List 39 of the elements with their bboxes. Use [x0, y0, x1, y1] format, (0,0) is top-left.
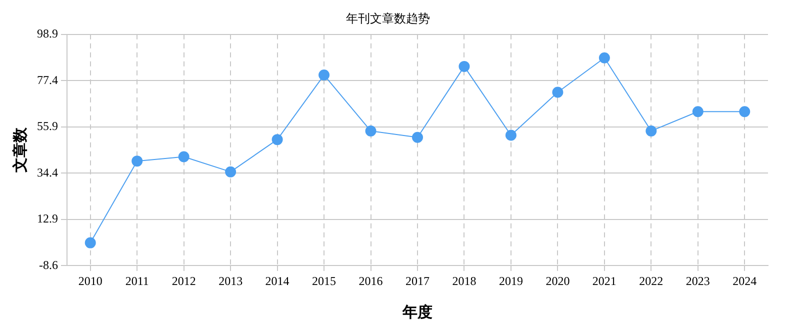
y-axis-title: 文章数: [10, 126, 29, 174]
point: [84, 237, 96, 248]
x-axis-title: 年度: [402, 302, 432, 321]
y-tick-label: 34.4: [37, 165, 58, 180]
point: [646, 125, 657, 136]
x-tick-label: 2023: [686, 274, 710, 288]
chart-title: 年刊文章数趋势: [346, 11, 430, 26]
x-tick-label: 2015: [312, 274, 336, 288]
point: [132, 156, 143, 167]
x-tick-label: 2010: [78, 274, 102, 288]
point: [225, 166, 236, 178]
point: [178, 151, 190, 162]
x-tick-label: 2016: [358, 274, 383, 288]
x-tick-label: 2013: [218, 274, 243, 288]
point: [458, 60, 470, 72]
point: [598, 52, 610, 64]
point: [412, 132, 423, 143]
x-tick-label: 2020: [546, 274, 570, 288]
x-tick-label: 2021: [592, 274, 616, 288]
x-tick-label: 2018: [452, 274, 476, 288]
x-tick-label: 2017: [406, 274, 430, 288]
x-tick-label: 2014: [265, 274, 290, 288]
y-tick-label: 98.9: [37, 26, 58, 41]
x-tick-label: 2012: [172, 274, 196, 288]
point: [505, 130, 516, 141]
point: [318, 70, 330, 81]
y-tick-label: 12.9: [37, 212, 58, 226]
y-tick-label: 55.9: [37, 119, 58, 134]
point: [272, 134, 283, 146]
y-tick-label: -8.6: [39, 258, 58, 272]
point: [692, 106, 704, 118]
point: [739, 106, 750, 118]
x-tick-label: 2022: [639, 274, 664, 288]
x-tick-label: 2011: [125, 274, 149, 288]
x-tick-label: 2019: [498, 274, 523, 288]
x-tick-label: 2024: [732, 274, 757, 288]
point: [552, 86, 564, 98]
y-tick-label: 77.4: [37, 72, 58, 87]
point: [365, 125, 376, 136]
